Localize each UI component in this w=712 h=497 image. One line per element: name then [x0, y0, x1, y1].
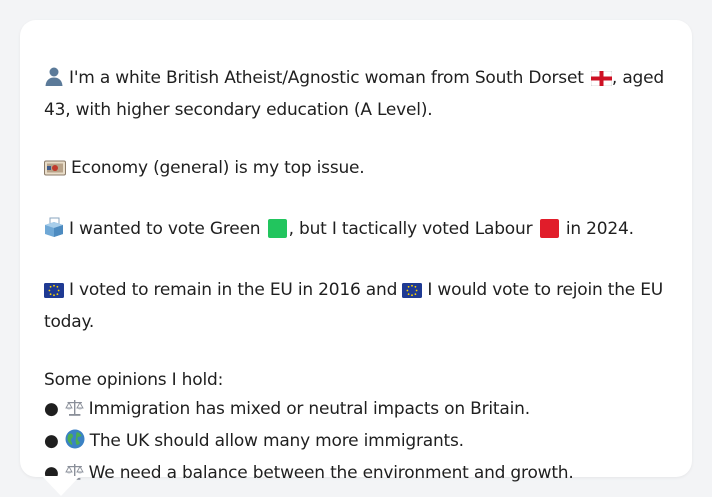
bullet: ● [44, 431, 59, 451]
eu-line: I voted to remain in the EU in 2016 and … [44, 276, 668, 337]
eu-text-2: I would vote to rejoin the EU today. [44, 280, 664, 332]
balance-scale-icon [64, 398, 84, 427]
top-issue-text: Economy (general) is my top issue. [71, 158, 365, 178]
persona-card: I'm a white British Atheist/Agnostic wom… [20, 20, 692, 483]
opinion-item: ● The UK should allow many more immigran… [44, 427, 668, 459]
opinion-text: We need a balance between the environmen… [88, 463, 574, 483]
vote-line: I wanted to vote Green , but I tacticall… [44, 215, 668, 247]
bullet: ● [44, 399, 59, 419]
profile-text-2: , aged 43, with higher secondary educati… [44, 68, 664, 120]
green-square-icon [267, 219, 287, 238]
england-flag-icon [590, 67, 613, 96]
vote-text-3: in 2024. [565, 219, 634, 239]
opinions-heading: Some opinions I hold: [44, 370, 224, 390]
red-square-icon [539, 219, 559, 238]
vote-text-1: I wanted to vote Green [69, 219, 261, 239]
eu-flag-icon [402, 279, 423, 308]
ballot-box-icon [44, 217, 64, 247]
top-issue-line: Economy (general) is my top issue. [44, 154, 668, 186]
globe-icon [65, 429, 85, 459]
opinion-text: Immigration has mixed or neutral impacts… [88, 399, 530, 419]
profile-text-1: I'm a white British Atheist/Agnostic wom… [69, 68, 584, 88]
opinions-list: ● Immigration has mixed or neutral impac… [44, 395, 668, 491]
eu-text-1: I voted to remain in the EU in 2016 and [69, 280, 398, 300]
person-silhouette-icon [44, 66, 64, 96]
money-note-icon [44, 157, 66, 186]
speech-bubble-tail [42, 476, 80, 496]
opinion-item: ● Immigration has mixed or neutral impac… [44, 395, 668, 427]
profile-line: I'm a white British Atheist/Agnostic wom… [44, 64, 668, 125]
opinion-item: ● We need a balance between the environm… [44, 459, 668, 491]
opinion-text: The UK should allow many more immigrants… [89, 431, 464, 451]
eu-flag-icon [44, 279, 64, 308]
vote-text-2: , but I tactically voted Labour [288, 219, 533, 239]
